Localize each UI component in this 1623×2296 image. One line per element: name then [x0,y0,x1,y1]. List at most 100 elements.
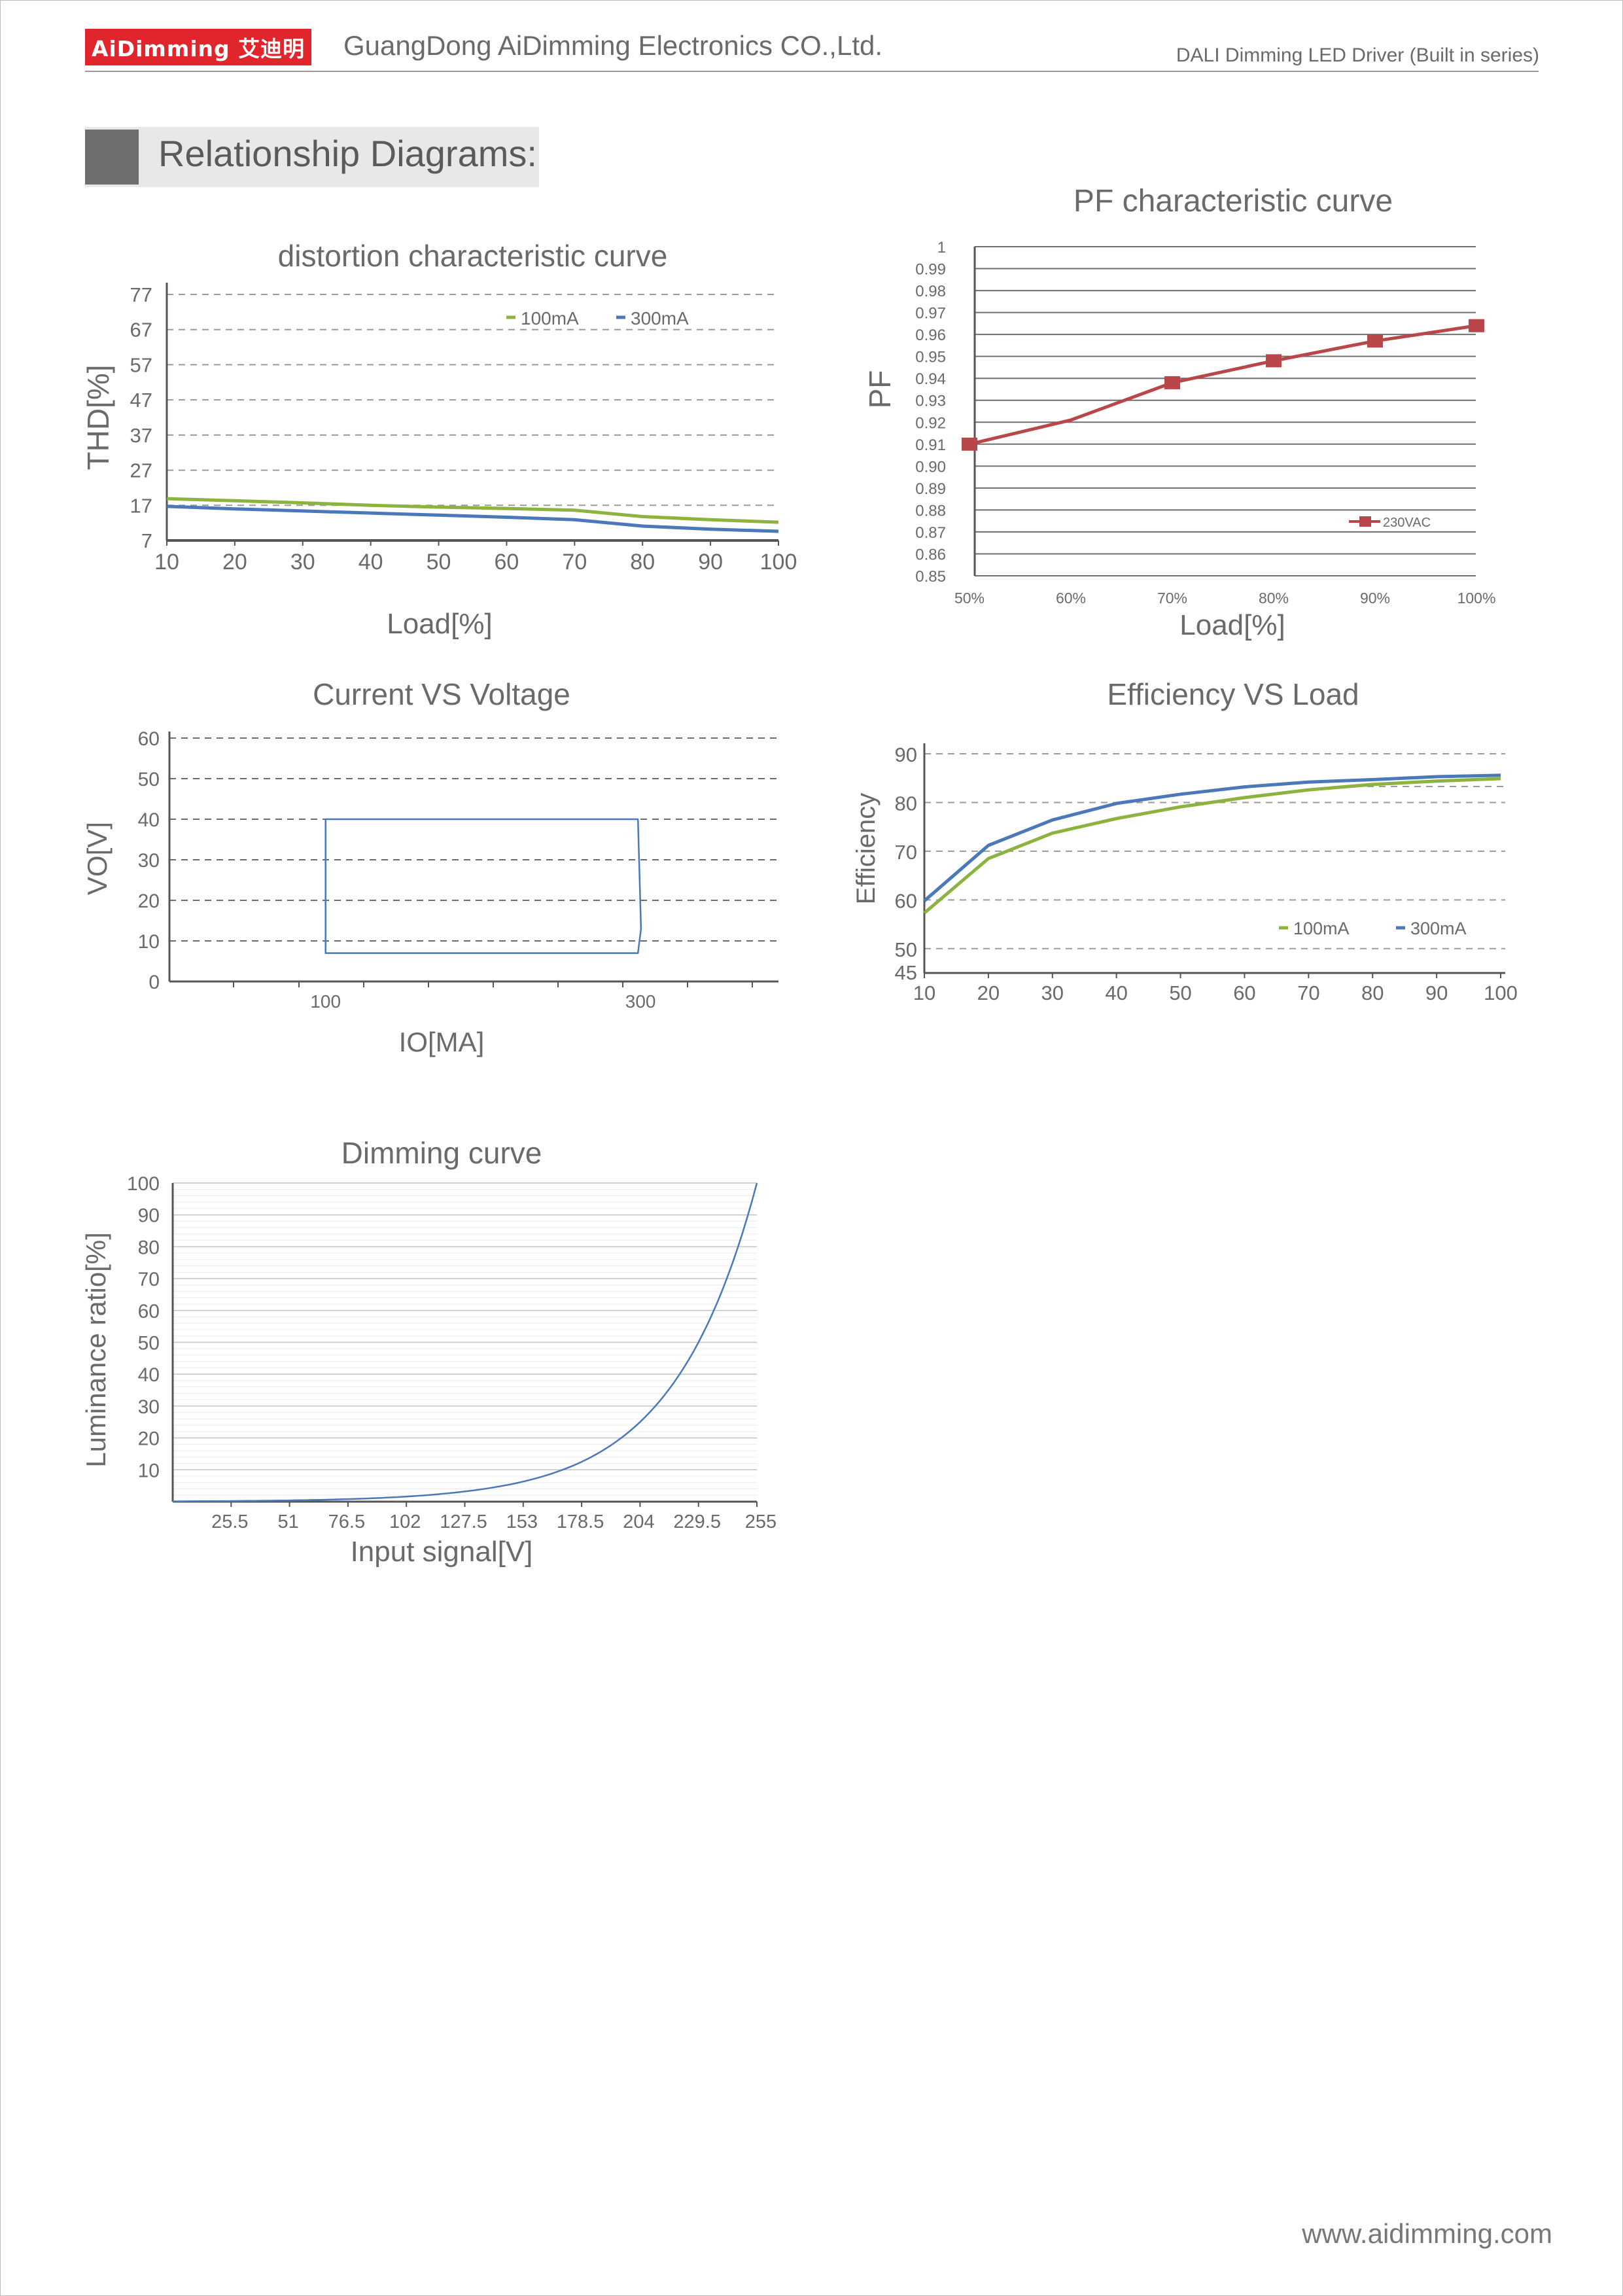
dim-x-tick-label: 51 [277,1511,298,1532]
thd-x-tick-label: 30 [290,550,315,574]
dim-x-tick-label: 255 [745,1511,777,1532]
cv-y-tick-label: 60 [138,728,160,750]
pf-x-tick-label: 50% [954,590,985,607]
eff-x-tick-label: 20 [977,981,1000,1004]
thd-y-tick-label: 7 [141,529,152,552]
eff-y-tick-label: 70 [895,841,917,864]
dim-y-tick-label: 30 [138,1396,160,1418]
thd-y-tick-label: 77 [130,283,152,306]
pf-x-tick-label: 80% [1259,590,1289,607]
document-title: DALI Dimming LED Driver (Built in series… [1176,44,1539,66]
thd-x-tick-label: 90 [698,550,723,574]
thd-y-tick-label: 47 [130,389,152,412]
dim-y-tick-label: 100 [127,1173,160,1195]
current-voltage-chart: Current VS Voltage 0 10 20 30 40 50 60 100 300 IO[… [82,677,778,1057]
dim-x-tick-label: 127.5 [440,1511,487,1532]
pf-x-tick-label: 100% [1457,590,1496,607]
cv-y-tick-label: 10 [138,931,160,953]
eff-y-tick-label: 80 [895,792,917,815]
cv-operating-window [324,818,642,954]
section-header-background [85,127,539,187]
dim-x-tick-label: 178.5 [557,1511,604,1532]
eff-y-axis-label: Efficiency [852,793,881,904]
dim-x-tick-label: 76.5 [328,1511,365,1532]
pf-legend-label: 230VAC [1383,516,1431,530]
pf-y-tick-label: 0.95 [915,349,946,366]
pf-series-line [969,324,1477,446]
eff-x-tick-label: 60 [1233,981,1255,1004]
pf-x-tick-label: 70% [1157,590,1187,607]
thd-y-tick-label: 67 [130,319,152,342]
eff-series-line-300mA [923,773,1501,902]
pf-chart: PF characteristic curve 0.85 0.86 0.87 0.88 0… [863,184,1496,641]
dim-y-tick-label: 50 [138,1333,160,1354]
thd-y-tick-label: 37 [130,424,152,447]
eff-legend-label: 100mA [1293,919,1350,938]
cv-y-axis-label: VO[V] [82,822,113,895]
thd-x-axis-label: Load[%] [387,608,492,640]
thd-series-line-300mA [166,504,779,533]
pf-y-tick-label: 0.86 [915,546,946,563]
pf-x-axis-label: Load[%] [1179,609,1285,641]
dim-x-tick-label: 229.5 [673,1511,721,1532]
pf-y-tick-label: 0.99 [915,261,946,279]
pf-y-tick-label: 0.85 [915,568,946,586]
thd-y-tick-label: 57 [130,353,152,376]
dim-y-tick-label: 90 [138,1205,160,1227]
thd-y-axis-label: THD[%] [81,365,115,470]
cv-x-tick-label: 300 [625,991,656,1012]
dimming-chart: Dimming curve 10 20 30 40 50 60 70 80 90 100 25.5 51… [80,1136,777,1568]
cv-y-tick-label: 30 [138,850,160,872]
pf-y-tick-label: 0.90 [915,458,946,476]
dim-x-tick-label: 102 [389,1511,421,1532]
pf-y-tick-label: 0.87 [915,524,946,542]
eff-x-tick-label: 10 [913,981,935,1004]
pf-x-tick-label: 90% [1360,590,1390,607]
pf-data-point [1367,334,1383,348]
thd-chart: distortion characteristic curve 7 17 27 37 47… [81,239,797,640]
section-marker-square [85,130,139,185]
dim-y-tick-label: 70 [138,1269,160,1290]
thd-x-tick-label: 50 [427,550,451,574]
footer-website-url: www.aidimming.com [1302,2218,1552,2249]
pf-y-axis-label: PF [863,370,897,409]
pf-x-tick-label: 60% [1056,590,1086,607]
thd-x-tick-label: 60 [495,550,519,574]
dim-y-tick-label: 80 [138,1237,160,1258]
thd-x-tick-label: 20 [222,550,247,574]
cv-x-axis-label: IO[MA] [399,1027,485,1057]
thd-x-tick-label: 80 [630,550,655,574]
section-title: Relationship Diagrams: [158,133,537,174]
dim-y-tick-label: 60 [138,1301,160,1322]
eff-x-tick-label: 80 [1361,981,1384,1004]
pf-y-tick-label: 0.89 [915,480,946,498]
pf-y-tick-label: 0.98 [915,283,946,300]
cv-chart-title: Current VS Voltage [313,677,570,711]
eff-x-tick-label: 70 [1297,981,1319,1004]
brand-logo: AiDimming 艾迪明 [85,29,311,65]
pf-data-point [1266,354,1282,368]
thd-chart-title: distortion characteristic curve [278,239,668,273]
cv-x-tick-label: 100 [310,991,341,1012]
cv-y-tick-label: 50 [138,769,160,790]
dim-y-axis-label: Luminance ratio[%] [80,1232,111,1468]
pf-data-point [1164,376,1180,389]
cv-y-tick-label: 20 [138,891,160,912]
dim-x-tick-label: 25.5 [211,1511,248,1532]
eff-y-tick-label: 45 [895,961,917,984]
eff-y-tick-label: 90 [895,743,917,766]
eff-legend-label: 300mA [1410,919,1467,938]
eff-x-tick-label: 100 [1484,981,1518,1004]
cv-y-tick-label: 40 [138,809,160,831]
dim-x-tick-label: 153 [506,1511,538,1532]
cv-y-tick-label: 0 [148,972,160,993]
thd-legend-label: 100mA [521,308,579,328]
pf-y-tick-label: 1 [937,239,946,256]
thd-x-tick-label: 40 [358,550,383,574]
thd-y-tick-label: 27 [130,459,152,482]
pf-y-tick-label: 0.88 [915,502,946,520]
eff-y-tick-label: 60 [895,889,917,912]
thd-series-line-100mA [166,497,779,524]
header-divider [85,71,1539,72]
